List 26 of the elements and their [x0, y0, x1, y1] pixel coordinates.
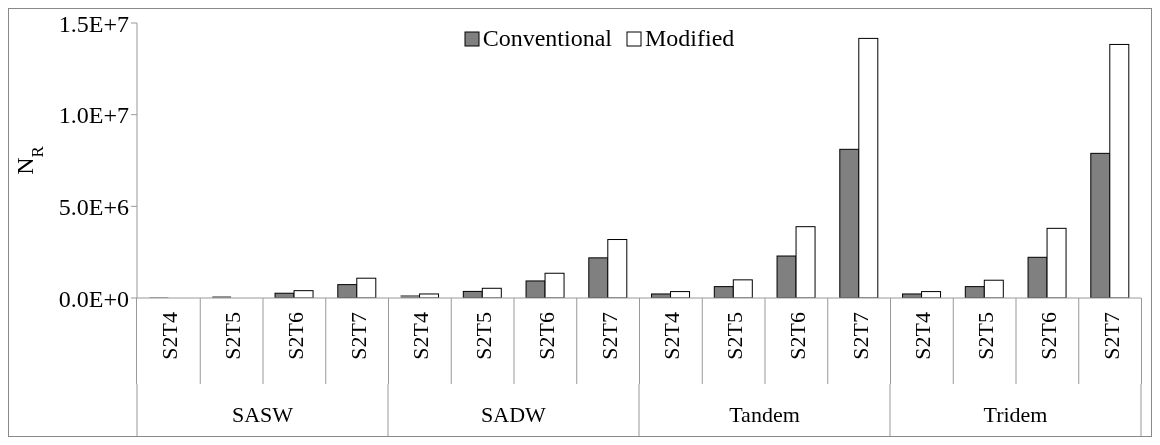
text: SASW: [231, 402, 294, 427]
legend-label: Conventional: [481, 25, 612, 52]
x-tick-label: S2T5: [220, 312, 246, 360]
x-tick-label: S2T7: [847, 312, 873, 360]
x-tick-label: S2T7: [345, 312, 371, 360]
x-tick-label: S2T4: [659, 312, 685, 360]
x-tick-label: S2T7: [596, 312, 622, 360]
y-tick-label: 1.5E+7: [58, 10, 129, 37]
y-tick-label: 1.0E+7: [58, 102, 129, 129]
x-tick-label: S2T5: [722, 312, 748, 360]
x-tick-label: S2T6: [784, 312, 810, 360]
x-tick-label: S2T7: [1098, 312, 1124, 360]
x-tick-label: S2T6: [282, 312, 308, 360]
x-tick-label: S2T5: [471, 312, 497, 360]
x-tick-label: S2T4: [910, 312, 936, 360]
x-tick-label: S2T6: [1035, 312, 1061, 360]
x-tick-label: S2T4: [408, 312, 434, 360]
x-tick-label: S2T6: [533, 312, 559, 360]
y-tick-label: 5.0E+6: [58, 193, 129, 220]
y-tick-label: 0.0E+0: [58, 285, 129, 312]
text: Tandem: [729, 402, 800, 427]
text: SADW: [481, 402, 547, 427]
x-tick-label: S2T4: [157, 312, 183, 360]
text: Tridem: [983, 402, 1048, 427]
x-tick-label: S2T5: [973, 312, 999, 360]
legend-label: Modified: [644, 25, 735, 52]
